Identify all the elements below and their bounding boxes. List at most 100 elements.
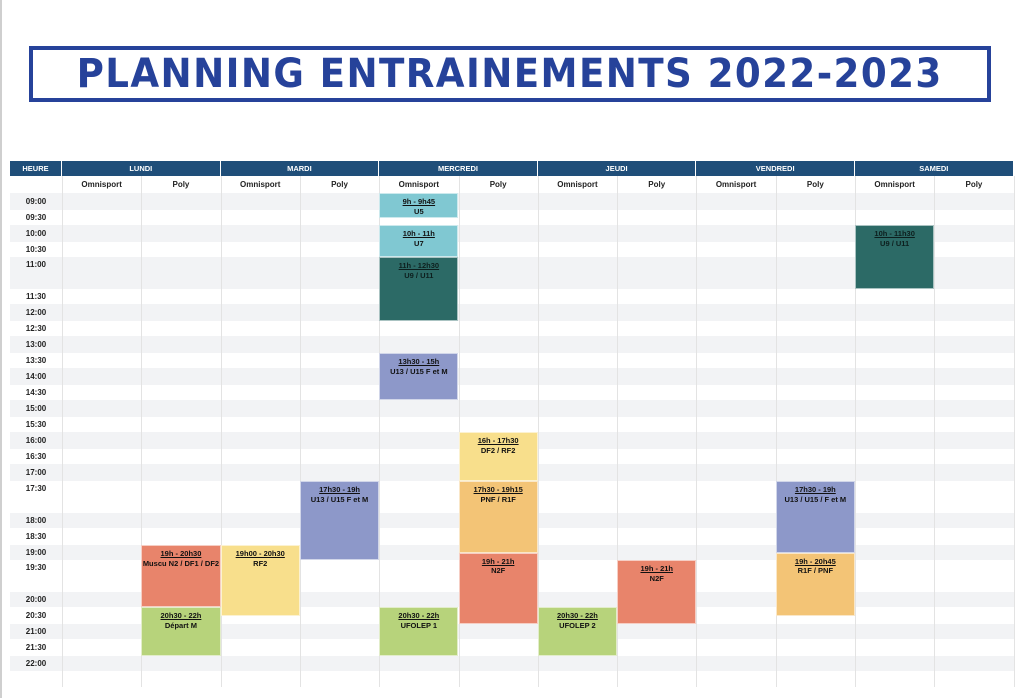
time-label: 09:30 (25, 213, 47, 222)
session-time: 11h - 12h30 (398, 261, 440, 270)
time-label: 21:30 (25, 643, 47, 652)
time-label: 18:00 (25, 516, 47, 525)
session-time: 10h - 11h (402, 229, 435, 238)
session-time: 10h - 11h30 (874, 229, 915, 238)
session-name: Muscu N2 / DF1 / DF2 (142, 558, 220, 568)
subheader-poly: Poly (806, 180, 824, 189)
page-title: PLANNING ENTRAINEMENTS 2022-2023 (76, 51, 944, 97)
column-divider (62, 176, 63, 687)
day-header-row: HEURE LUNDI MARDI MERCREDI JEUDI VENDREDI SAME… (10, 161, 1014, 176)
time-label: 16:00 (25, 436, 47, 445)
time-label: 13:30 (25, 356, 47, 365)
time-row (10, 225, 1014, 242)
session-name: U5 (414, 206, 424, 216)
time-label: 10:00 (25, 229, 47, 238)
session-time: 19h - 21h (640, 564, 673, 573)
time-row (10, 385, 1014, 400)
session-name: U13 / U15 F et M (390, 366, 448, 376)
session-block[interactable]: 19h - 20h30 Muscu N2 / DF1 / DF2 (141, 545, 221, 607)
session-name: N2F (649, 573, 664, 583)
session-block[interactable]: 19h - 21h N2F (458, 552, 538, 624)
time-row (10, 400, 1014, 417)
session-block[interactable]: 16h - 17h30 DF2 / RF2 (458, 432, 538, 481)
time-label: 14:30 (25, 388, 47, 397)
session-block[interactable]: 17h30 - 19h U13 / U15 / F et M (775, 481, 855, 553)
time-label: 22:00 (25, 659, 47, 668)
time-row (10, 257, 1014, 289)
time-label: 12:00 (25, 308, 47, 317)
column-divider (458, 176, 460, 687)
session-name: U7 (414, 238, 424, 248)
session-time: 17h30 - 19h (319, 485, 360, 494)
time-label: 12:30 (25, 324, 47, 333)
header-day-mercredi: MERCREDI (379, 161, 538, 176)
session-time: 16h - 17h30 (477, 436, 519, 445)
session-block[interactable]: 20h30 - 22h UFOLEP 1 (379, 607, 459, 656)
column-divider (141, 176, 143, 687)
session-block[interactable]: 20h30 - 22h Départ M (141, 607, 221, 656)
column-divider (934, 176, 936, 687)
time-row (10, 336, 1014, 353)
header-day-lundi: LUNDI (62, 161, 221, 176)
time-label: 17:30 (25, 484, 47, 493)
subheader-poly: Poly (172, 180, 190, 189)
time-label: 18:30 (25, 532, 47, 541)
time-label: 09:00 (25, 197, 47, 206)
title-banner: PLANNING ENTRAINEMENTS 2022-2023 (29, 46, 991, 102)
session-block[interactable]: 17h30 - 19h U13 / U15 F et M (299, 481, 380, 560)
session-name: U13 / U15 F et M (310, 494, 369, 504)
session-block[interactable]: 19h - 21h N2F (617, 560, 697, 624)
time-row (10, 210, 1014, 225)
session-time: 9h - 9h45 (402, 197, 436, 206)
session-name: Départ M (164, 620, 197, 630)
session-block[interactable]: 19h - 20h45 R1F / PNF (775, 552, 855, 616)
session-name: U9 / U11 (880, 238, 910, 248)
time-label: 10:30 (25, 245, 47, 254)
subheader-omnisport: Omnisport (715, 180, 757, 189)
session-time: 17h30 - 19h15 (473, 485, 523, 494)
time-label: 16:30 (25, 452, 47, 461)
time-row (10, 624, 1014, 639)
subheader-omnisport: Omnisport (81, 180, 122, 189)
session-time: 19h - 21h (481, 556, 515, 566)
session-time: 20h30 - 22h (557, 611, 598, 620)
session-block[interactable]: 10h - 11h U7 (379, 225, 459, 257)
left-border (0, 0, 2, 698)
session-block[interactable]: 20h30 - 22h UFOLEP 2 (537, 607, 618, 656)
session-block[interactable]: 10h - 11h30 U9 / U11 (855, 225, 935, 289)
column-divider (775, 176, 777, 687)
session-block[interactable]: 17h30 - 19h15 PNF / R1F (458, 481, 538, 553)
time-row (10, 321, 1014, 336)
header-day-vendredi: VENDREDI (696, 161, 855, 176)
time-row (10, 193, 1014, 210)
session-block[interactable]: 13h30 - 15h U13 / U15 F et M (379, 353, 459, 400)
time-label: 13:00 (25, 340, 47, 349)
column-divider (1013, 176, 1015, 687)
session-time: 17h30 - 19h (794, 485, 836, 494)
session-block[interactable]: 9h - 9h45 U5 (379, 193, 459, 218)
subheader-poly: Poly (489, 180, 507, 189)
session-block[interactable]: 19h00 - 20h30 RF2 (220, 545, 300, 616)
header-day-mardi: MARDI (221, 161, 380, 176)
session-name: RF2 (253, 558, 268, 568)
session-time: 19h - 20h45 (794, 556, 836, 566)
time-label: 19:00 (25, 548, 47, 557)
subheader-omnisport: Omnisport (557, 180, 598, 189)
time-label: 19:30 (25, 563, 47, 572)
column-divider (379, 176, 381, 687)
column-divider (537, 176, 539, 687)
time-label: 20:00 (25, 595, 47, 604)
subheader-omnisport: Omnisport (398, 180, 440, 189)
session-time: 20h30 - 22h (398, 611, 440, 620)
session-name: UFOLEP 1 (400, 620, 438, 630)
subheader-poly: Poly (331, 180, 348, 189)
time-row (10, 656, 1014, 671)
schedule-grid: HEURE LUNDI MARDI MERCREDI JEUDI VENDREDI SAME… (10, 161, 1015, 687)
column-divider (855, 176, 856, 687)
session-time: 19h00 - 20h30 (235, 549, 285, 558)
header-day-samedi: SAMEDI (855, 161, 1014, 176)
session-block[interactable]: 11h - 12h30 U9 / U11 (379, 257, 459, 321)
subheader-poly: Poly (648, 180, 666, 189)
header-day-jeudi: JEUDI (538, 161, 697, 176)
time-label: 15:30 (25, 420, 47, 429)
